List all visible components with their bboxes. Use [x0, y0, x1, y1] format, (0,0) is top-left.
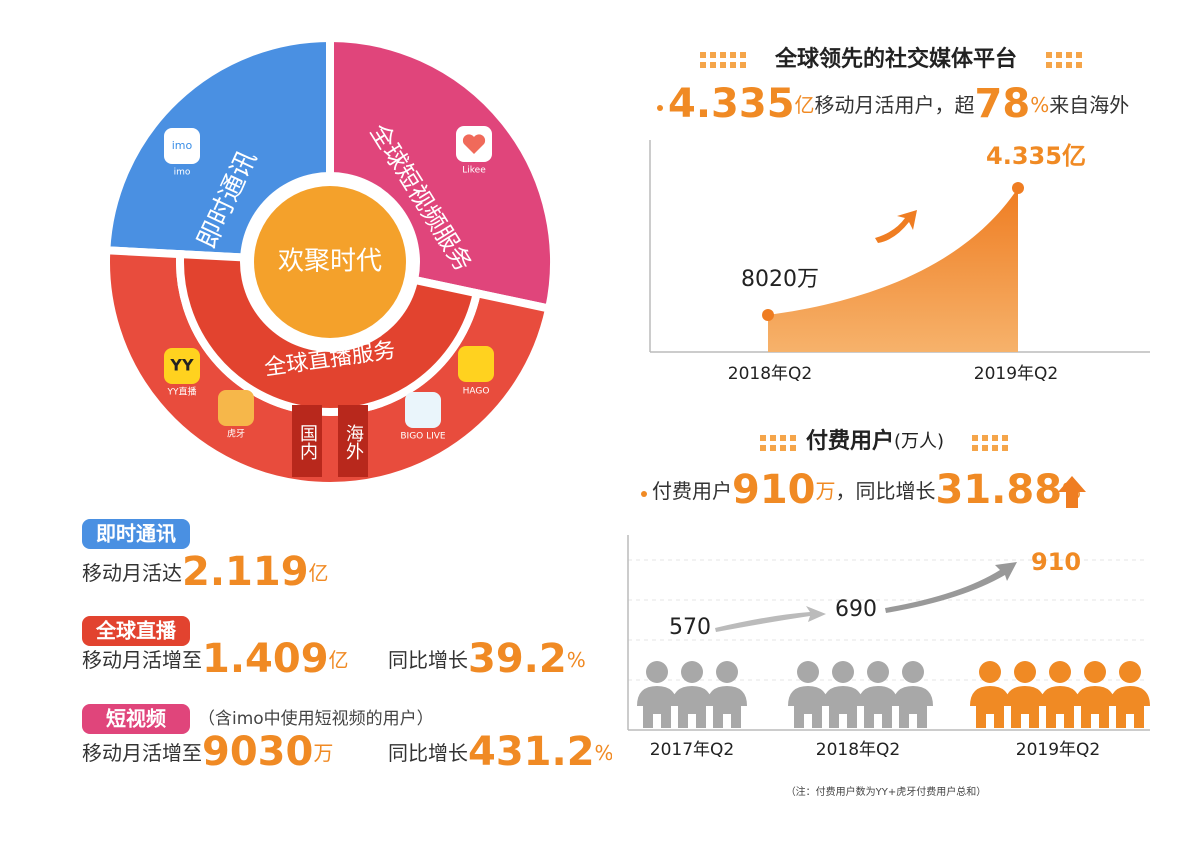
- point: [1012, 182, 1024, 194]
- person-head: [1119, 661, 1141, 683]
- person-head: [1014, 661, 1036, 683]
- x-label: 2018年Q2: [816, 740, 900, 760]
- person-head: [716, 661, 738, 683]
- person-head: [646, 661, 668, 683]
- app-name: YY直播: [167, 386, 197, 398]
- app-name: 虎牙: [227, 428, 245, 440]
- point-label: 8020万: [741, 267, 819, 292]
- center: [254, 186, 406, 338]
- app-glyph: [462, 134, 486, 154]
- person-body: [637, 686, 677, 728]
- app-icon: [458, 346, 494, 382]
- person-head: [867, 661, 889, 683]
- person-body: [823, 686, 863, 728]
- tag-text: 全球直播: [95, 619, 177, 643]
- app-icon: [405, 392, 441, 428]
- person-head: [1049, 661, 1071, 683]
- person-body: [788, 686, 828, 728]
- domestic: 国内: [297, 424, 318, 461]
- point-label: 910: [1031, 548, 1081, 576]
- arrow: [875, 210, 917, 243]
- tab: [338, 405, 368, 477]
- bullet: [641, 491, 647, 497]
- tag-text: 即时通讯: [96, 522, 176, 546]
- stat-growth: 同比增长39.2%: [388, 636, 586, 682]
- person-body: [858, 686, 898, 728]
- x-label: 2018年Q2: [728, 364, 812, 384]
- tag-text: 短视频: [106, 707, 166, 731]
- arrow: [885, 562, 1017, 613]
- person-body: [893, 686, 933, 728]
- stat-line: 移动月活增至1.409亿: [82, 636, 349, 682]
- point: [762, 309, 774, 321]
- person-body: [672, 686, 712, 728]
- app-name: imo: [174, 168, 191, 178]
- person-body: [707, 686, 747, 728]
- person-body: [1075, 686, 1115, 728]
- x-label: 2019年Q2: [974, 364, 1058, 384]
- note: （注：付费用户数为YY+虎牙付费用户总和）: [786, 785, 987, 798]
- app-name: Likee: [462, 166, 486, 176]
- person-head: [902, 661, 924, 683]
- person-head: [681, 661, 703, 683]
- tag: [82, 519, 190, 549]
- tag: [82, 616, 190, 646]
- point-label: 690: [835, 597, 877, 622]
- up-arrow: [1058, 476, 1086, 508]
- app-icon: [218, 390, 254, 426]
- overseas: 海外: [343, 424, 364, 460]
- person-body: [1005, 686, 1045, 728]
- grid: [628, 559, 1145, 681]
- app-name: YY: [169, 356, 194, 375]
- app-icon: [164, 128, 200, 164]
- point-label: 570: [669, 615, 711, 640]
- bullet: [657, 105, 663, 111]
- person-body: [970, 686, 1010, 728]
- stat-growth: 同比增长431.2%: [388, 729, 614, 775]
- app-name: BIGO LIVE: [400, 432, 446, 442]
- person-head: [1084, 661, 1106, 683]
- tag: [82, 704, 190, 734]
- person-head: [797, 661, 819, 683]
- point-label: 4.335亿: [986, 142, 1086, 170]
- tab: [292, 405, 322, 477]
- panel-title: 付费用户(万人): [806, 428, 944, 454]
- x-label: 2019年Q2: [1016, 740, 1100, 760]
- person-body: [1040, 686, 1080, 728]
- ring-center: 欢聚时代: [278, 247, 382, 277]
- area: [768, 188, 1018, 352]
- stat-line: 移动月活达2.119亿: [82, 549, 329, 595]
- stat-line: 移动月活增至9030万: [82, 729, 333, 775]
- person-head: [979, 661, 1001, 683]
- tag-note: （含imo中使用短视频的用户）: [198, 708, 434, 729]
- app-name: HAGO: [463, 387, 490, 397]
- person-body: [1110, 686, 1150, 728]
- app-name: imo: [172, 139, 193, 152]
- stats: 即时通讯 移动月活达2.119亿 全球直播 移动月活增至1.409亿 同比增长3…: [82, 519, 614, 775]
- headline: 付费用户910万，同比增长31.88%: [652, 467, 1081, 513]
- ornament: [760, 435, 1008, 451]
- x-label: 2017年Q2: [650, 740, 734, 760]
- headline: 4.335亿移动月活用户，超78%来自海外: [668, 81, 1129, 127]
- app-icon: [164, 348, 200, 384]
- person-head: [832, 661, 854, 683]
- people: [637, 661, 1150, 728]
- arrow: [715, 606, 826, 632]
- panel-title: 全球领先的社交媒体平台: [774, 46, 1017, 72]
- ornament: [700, 52, 1082, 68]
- ring: [102, 33, 558, 490]
